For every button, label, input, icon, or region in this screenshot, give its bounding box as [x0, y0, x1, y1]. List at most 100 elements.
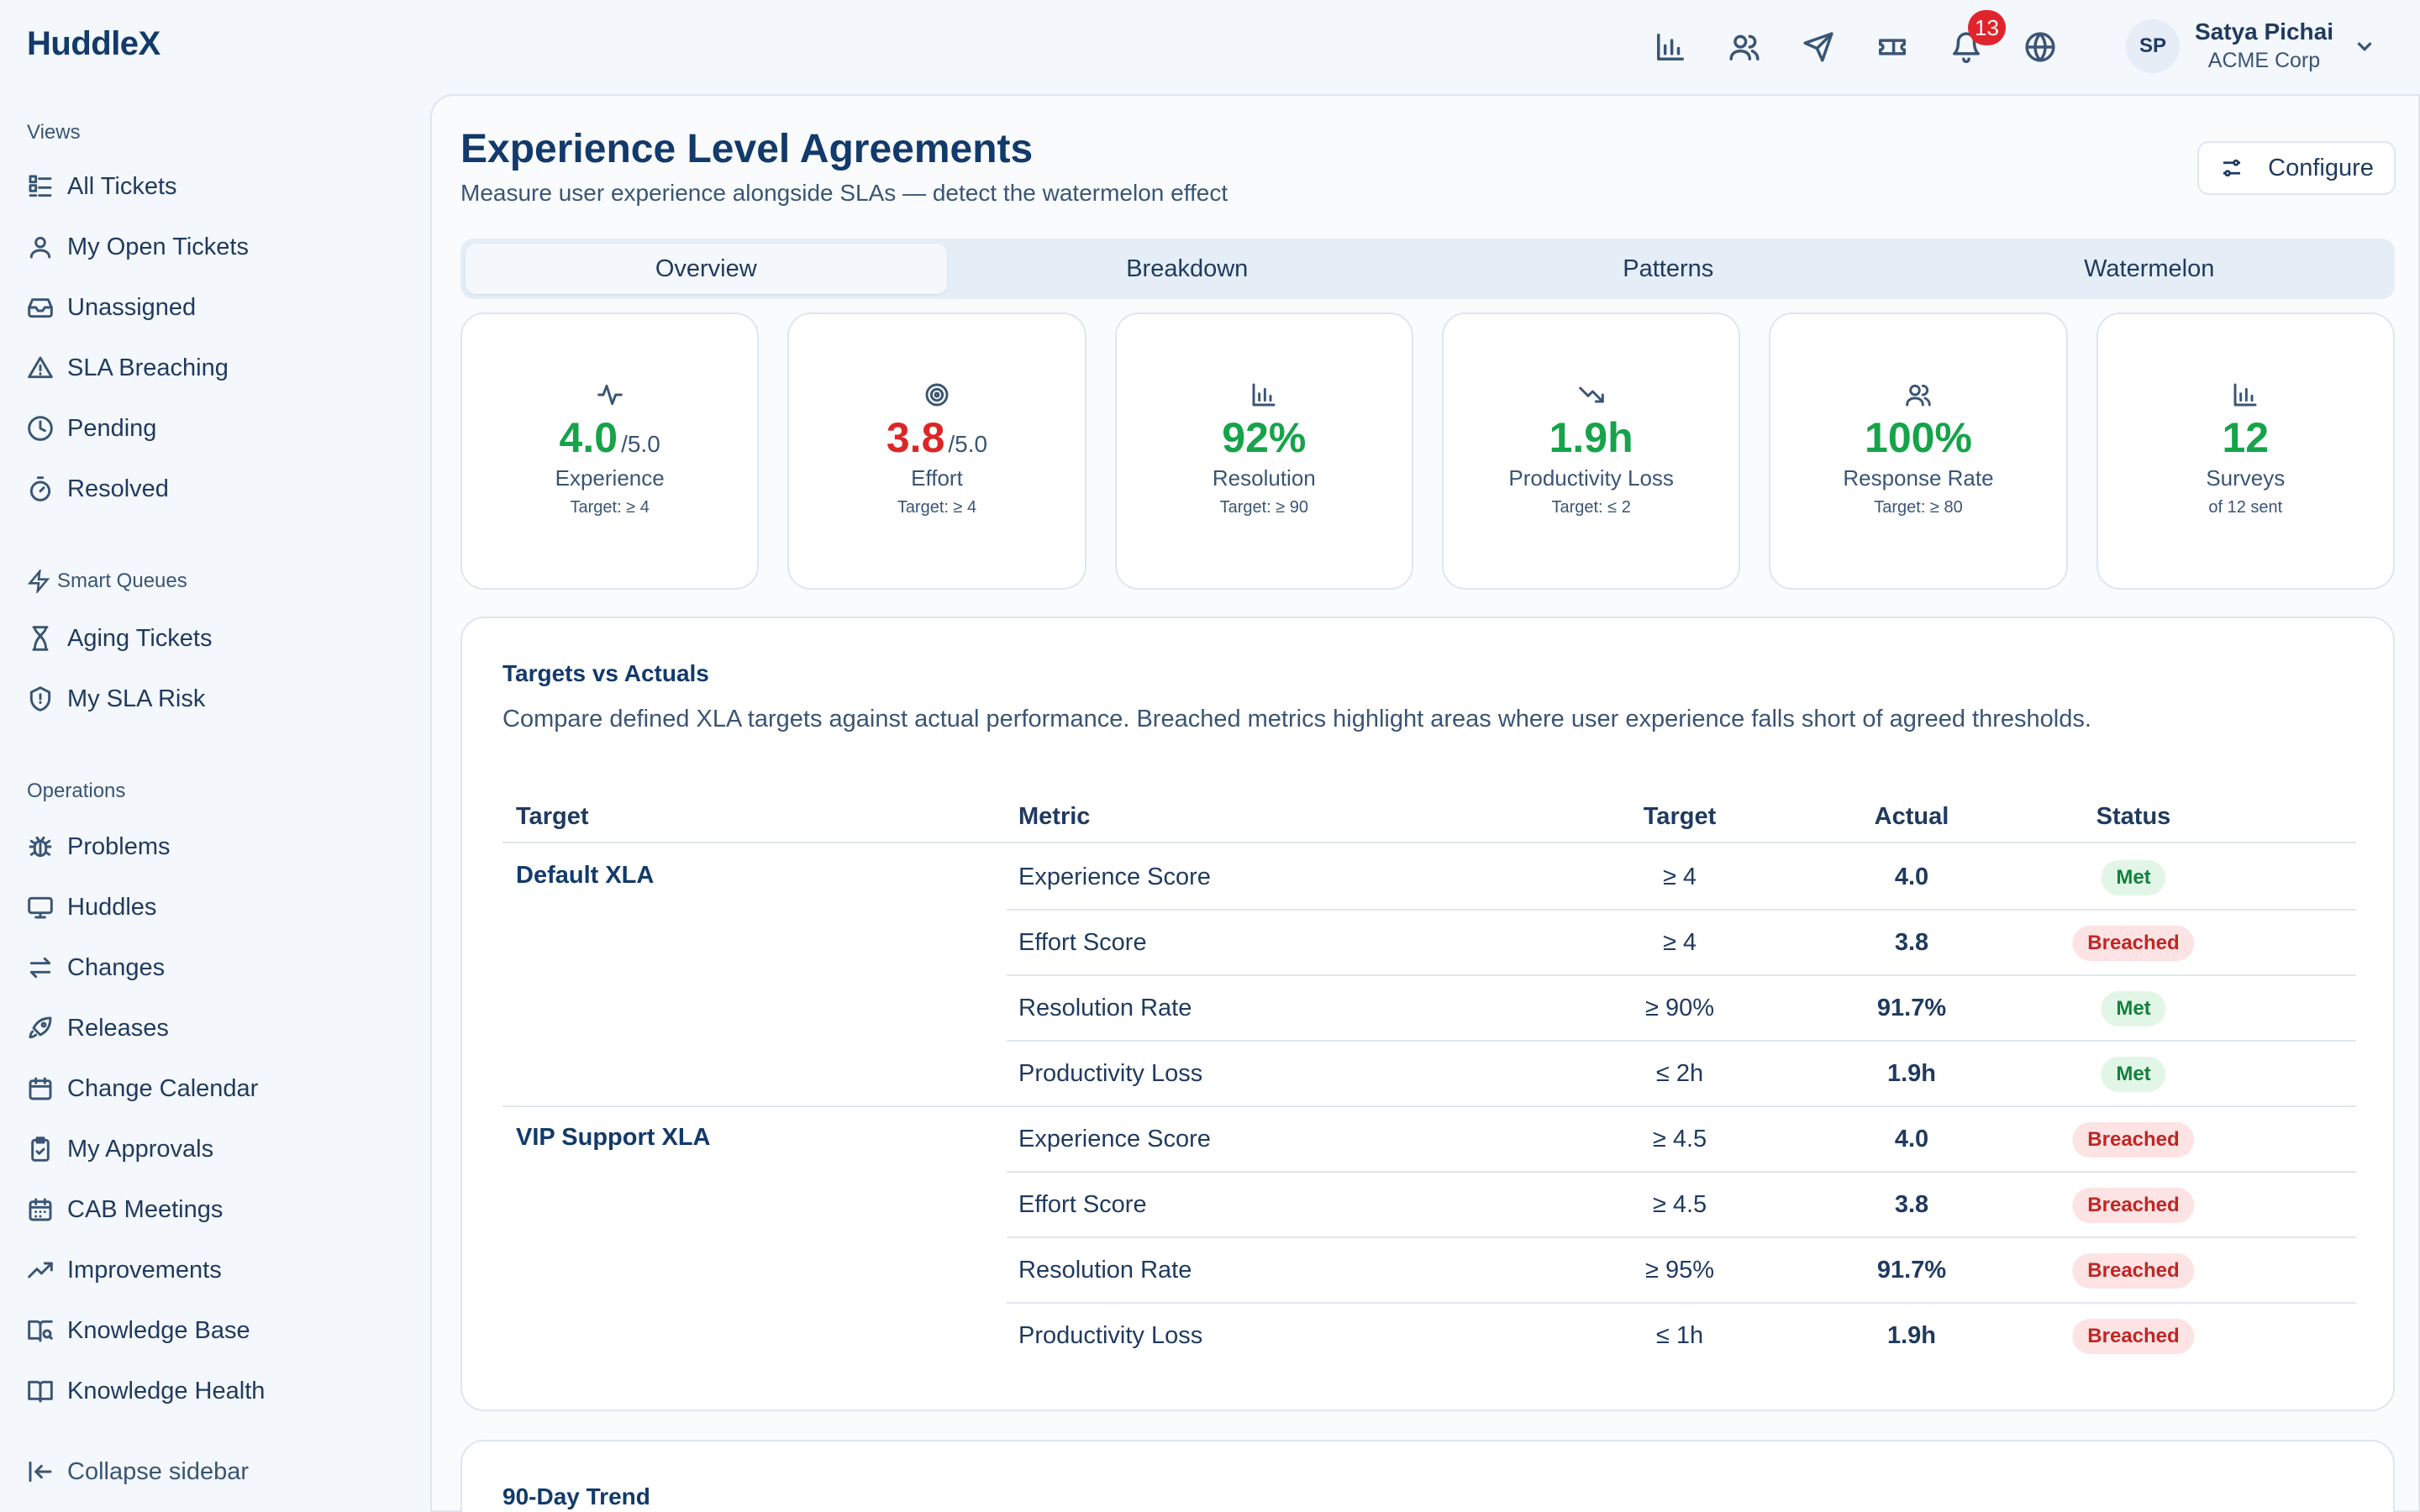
sidebar-item-my-sla-risk[interactable]: My SLA Risk [27, 675, 205, 722]
page-subtitle: Measure user experience alongside SLAs —… [460, 180, 1228, 206]
sidebar-item-my-approvals[interactable]: My Approvals [27, 1126, 213, 1173]
sidebar-item-all-tickets[interactable]: All Tickets [27, 163, 177, 210]
table-row: Productivity Loss ≤ 1h 1.9h Breached [502, 1304, 2356, 1369]
configure-button[interactable]: Configure [2197, 141, 2396, 195]
kpi-target: Target: ≤ 2 [1551, 498, 1631, 517]
collapse-sidebar-label: Collapse sidebar [67, 1457, 250, 1485]
sidebar-section-label: Smart Queues [57, 570, 187, 592]
column-header-target: Target [516, 803, 589, 830]
timer-icon [29, 476, 51, 501]
globe-icon[interactable] [2022, 27, 2059, 67]
target-value-cell: ≥ 4 [1662, 864, 1697, 890]
sidebar-item-label: SLA Breaching [67, 354, 229, 381]
panel-title: 90-Day Trend [502, 1483, 650, 1509]
sidebar-item-unassigned[interactable]: Unassigned [27, 284, 196, 331]
calendar-icon [29, 1077, 52, 1100]
sidebar-item-resolved[interactable]: Resolved [27, 465, 169, 512]
bell-icon[interactable]: 13 [1948, 10, 2006, 67]
tab-watermelon[interactable]: Watermelon [2084, 255, 2215, 282]
kpi-value: 4.0 [559, 414, 618, 461]
sidebar-item-label: Changes [67, 953, 166, 981]
target-value-cell: ≥ 90% [1644, 995, 1714, 1021]
status-badge: Met [2101, 991, 2166, 1026]
avatar[interactable]: SP [2126, 18, 2180, 73]
sidebar-item-cab-meetings[interactable]: CAB Meetings [27, 1186, 223, 1233]
sidebar-item-label: Resolved [67, 475, 169, 502]
sidebar-item-huddles[interactable]: Huddles [27, 884, 156, 931]
user-icon [29, 236, 51, 259]
actual-value-cell: 1.9h [1886, 1322, 1937, 1349]
table-row: Effort Score ≥ 4.5 3.8 Breached [1007, 1173, 2356, 1238]
kpi-label: Effort [911, 465, 963, 491]
app-logo[interactable]: HuddleX [27, 25, 160, 62]
target-icon [925, 383, 949, 407]
sidebar-item-label: Knowledge Health [67, 1377, 266, 1404]
kpi-label: Resolution [1212, 465, 1316, 491]
ticket-icon[interactable] [1874, 27, 1911, 67]
sidebar-item-label: My Open Tickets [67, 233, 249, 260]
sidebar-item-my-open-tickets[interactable]: My Open Tickets [27, 223, 249, 270]
sidebar-item-knowledge-base[interactable]: Knowledge Base [27, 1307, 250, 1354]
sidebar-item-sla-breaching[interactable]: SLA Breaching [27, 344, 229, 391]
list-icon [29, 175, 52, 197]
kpi-unit: /5.0 [948, 431, 988, 457]
users-icon[interactable] [1726, 27, 1763, 67]
xla-group-name: VIP Support XLA [516, 1124, 711, 1151]
notification-count-badge: 13 [1968, 10, 2006, 45]
clock-icon [28, 416, 53, 441]
zap-icon [27, 570, 50, 593]
table-row: Resolution Rate ≥ 95% 91.7% Breached [1007, 1238, 2356, 1304]
actual-value-cell: 91.7% [1876, 995, 1947, 1021]
status-badge: Breached [2072, 1122, 2195, 1158]
tab-overview[interactable]: Overview [466, 244, 947, 294]
kpi-target: Target: ≥ 4 [570, 498, 650, 517]
tab-bar: Overview Breakdown Patterns Watermelon [460, 239, 2395, 299]
sidebar-item-releases[interactable]: Releases [27, 1005, 169, 1052]
sidebar-item-changes[interactable]: Changes [27, 944, 165, 991]
collapse-sidebar-button[interactable]: Collapse sidebar [27, 1448, 249, 1495]
chevron-down-icon[interactable] [2352, 34, 2377, 59]
clipboard-check-icon [31, 1137, 50, 1162]
status-badge: Met [2101, 860, 2166, 895]
sliders-icon [2223, 159, 2241, 177]
kpi-target: Target: ≥ 90 [1219, 498, 1309, 517]
alert-triangle-icon [28, 356, 53, 379]
sidebar-item-label: Change Calendar [67, 1074, 259, 1102]
targets-vs-actuals-panel: Targets vs Actuals Compare defined XLA t… [460, 617, 2395, 1411]
inbox-icon [28, 298, 53, 318]
panel-description: Compare defined XLA targets against actu… [502, 706, 2091, 732]
sidebar-item-label: Knowledge Base [67, 1316, 250, 1344]
kpi-card-productivity-loss: 1.9h Productivity Loss Target: ≤ 2 [1441, 312, 1741, 590]
sidebar-item-label: Aging Tickets [67, 624, 213, 652]
kpi-value: 92% [1222, 414, 1307, 461]
status-badge: Breached [2072, 1188, 2195, 1223]
trending-up-icon [28, 1262, 53, 1278]
sidebar-item-pending[interactable]: Pending [27, 405, 156, 452]
kpi-card-effort: 3.8 /5.0 Effort Target: ≥ 4 [787, 312, 1086, 590]
sidebar-item-label: Huddles [67, 893, 157, 921]
user-org: ACME Corp [2207, 49, 2321, 72]
sidebar-item-label: All Tickets [67, 172, 177, 200]
user-menu[interactable]: SP Satya Pichai ACME Corp [2126, 18, 2377, 73]
metric-cell: Productivity Loss [1018, 1060, 1203, 1087]
tab-patterns[interactable]: Patterns [1623, 255, 1714, 282]
column-header-metric: Metric [1018, 803, 1091, 830]
xla-group-name: Default XLA [516, 862, 655, 889]
sidebar-item-improvements[interactable]: Improvements [27, 1247, 222, 1294]
send-icon[interactable] [1800, 27, 1837, 67]
actual-value-cell: 1.9h [1886, 1060, 1937, 1087]
sidebar-item-knowledge-health[interactable]: Knowledge Health [27, 1368, 265, 1415]
sidebar-item-problems[interactable]: Problems [27, 823, 171, 870]
bar-chart-icon [2233, 383, 2257, 407]
arrows-icon [29, 957, 51, 979]
tab-breakdown[interactable]: Breakdown [1126, 255, 1249, 282]
actual-value-cell: 91.7% [1876, 1257, 1947, 1284]
sidebar-item-label: Unassigned [67, 293, 197, 321]
bar-chart-icon[interactable] [1652, 27, 1689, 67]
sidebar-item-aging-tickets[interactable]: Aging Tickets [27, 615, 212, 662]
collapse-left-icon [29, 1461, 52, 1483]
rocket-icon [29, 1016, 52, 1039]
kpi-value: 1.9h [1549, 414, 1634, 461]
sidebar-item-change-calendar[interactable]: Change Calendar [27, 1065, 258, 1112]
table-row: Productivity Loss ≤ 2h 1.9h Met [502, 1042, 2356, 1107]
